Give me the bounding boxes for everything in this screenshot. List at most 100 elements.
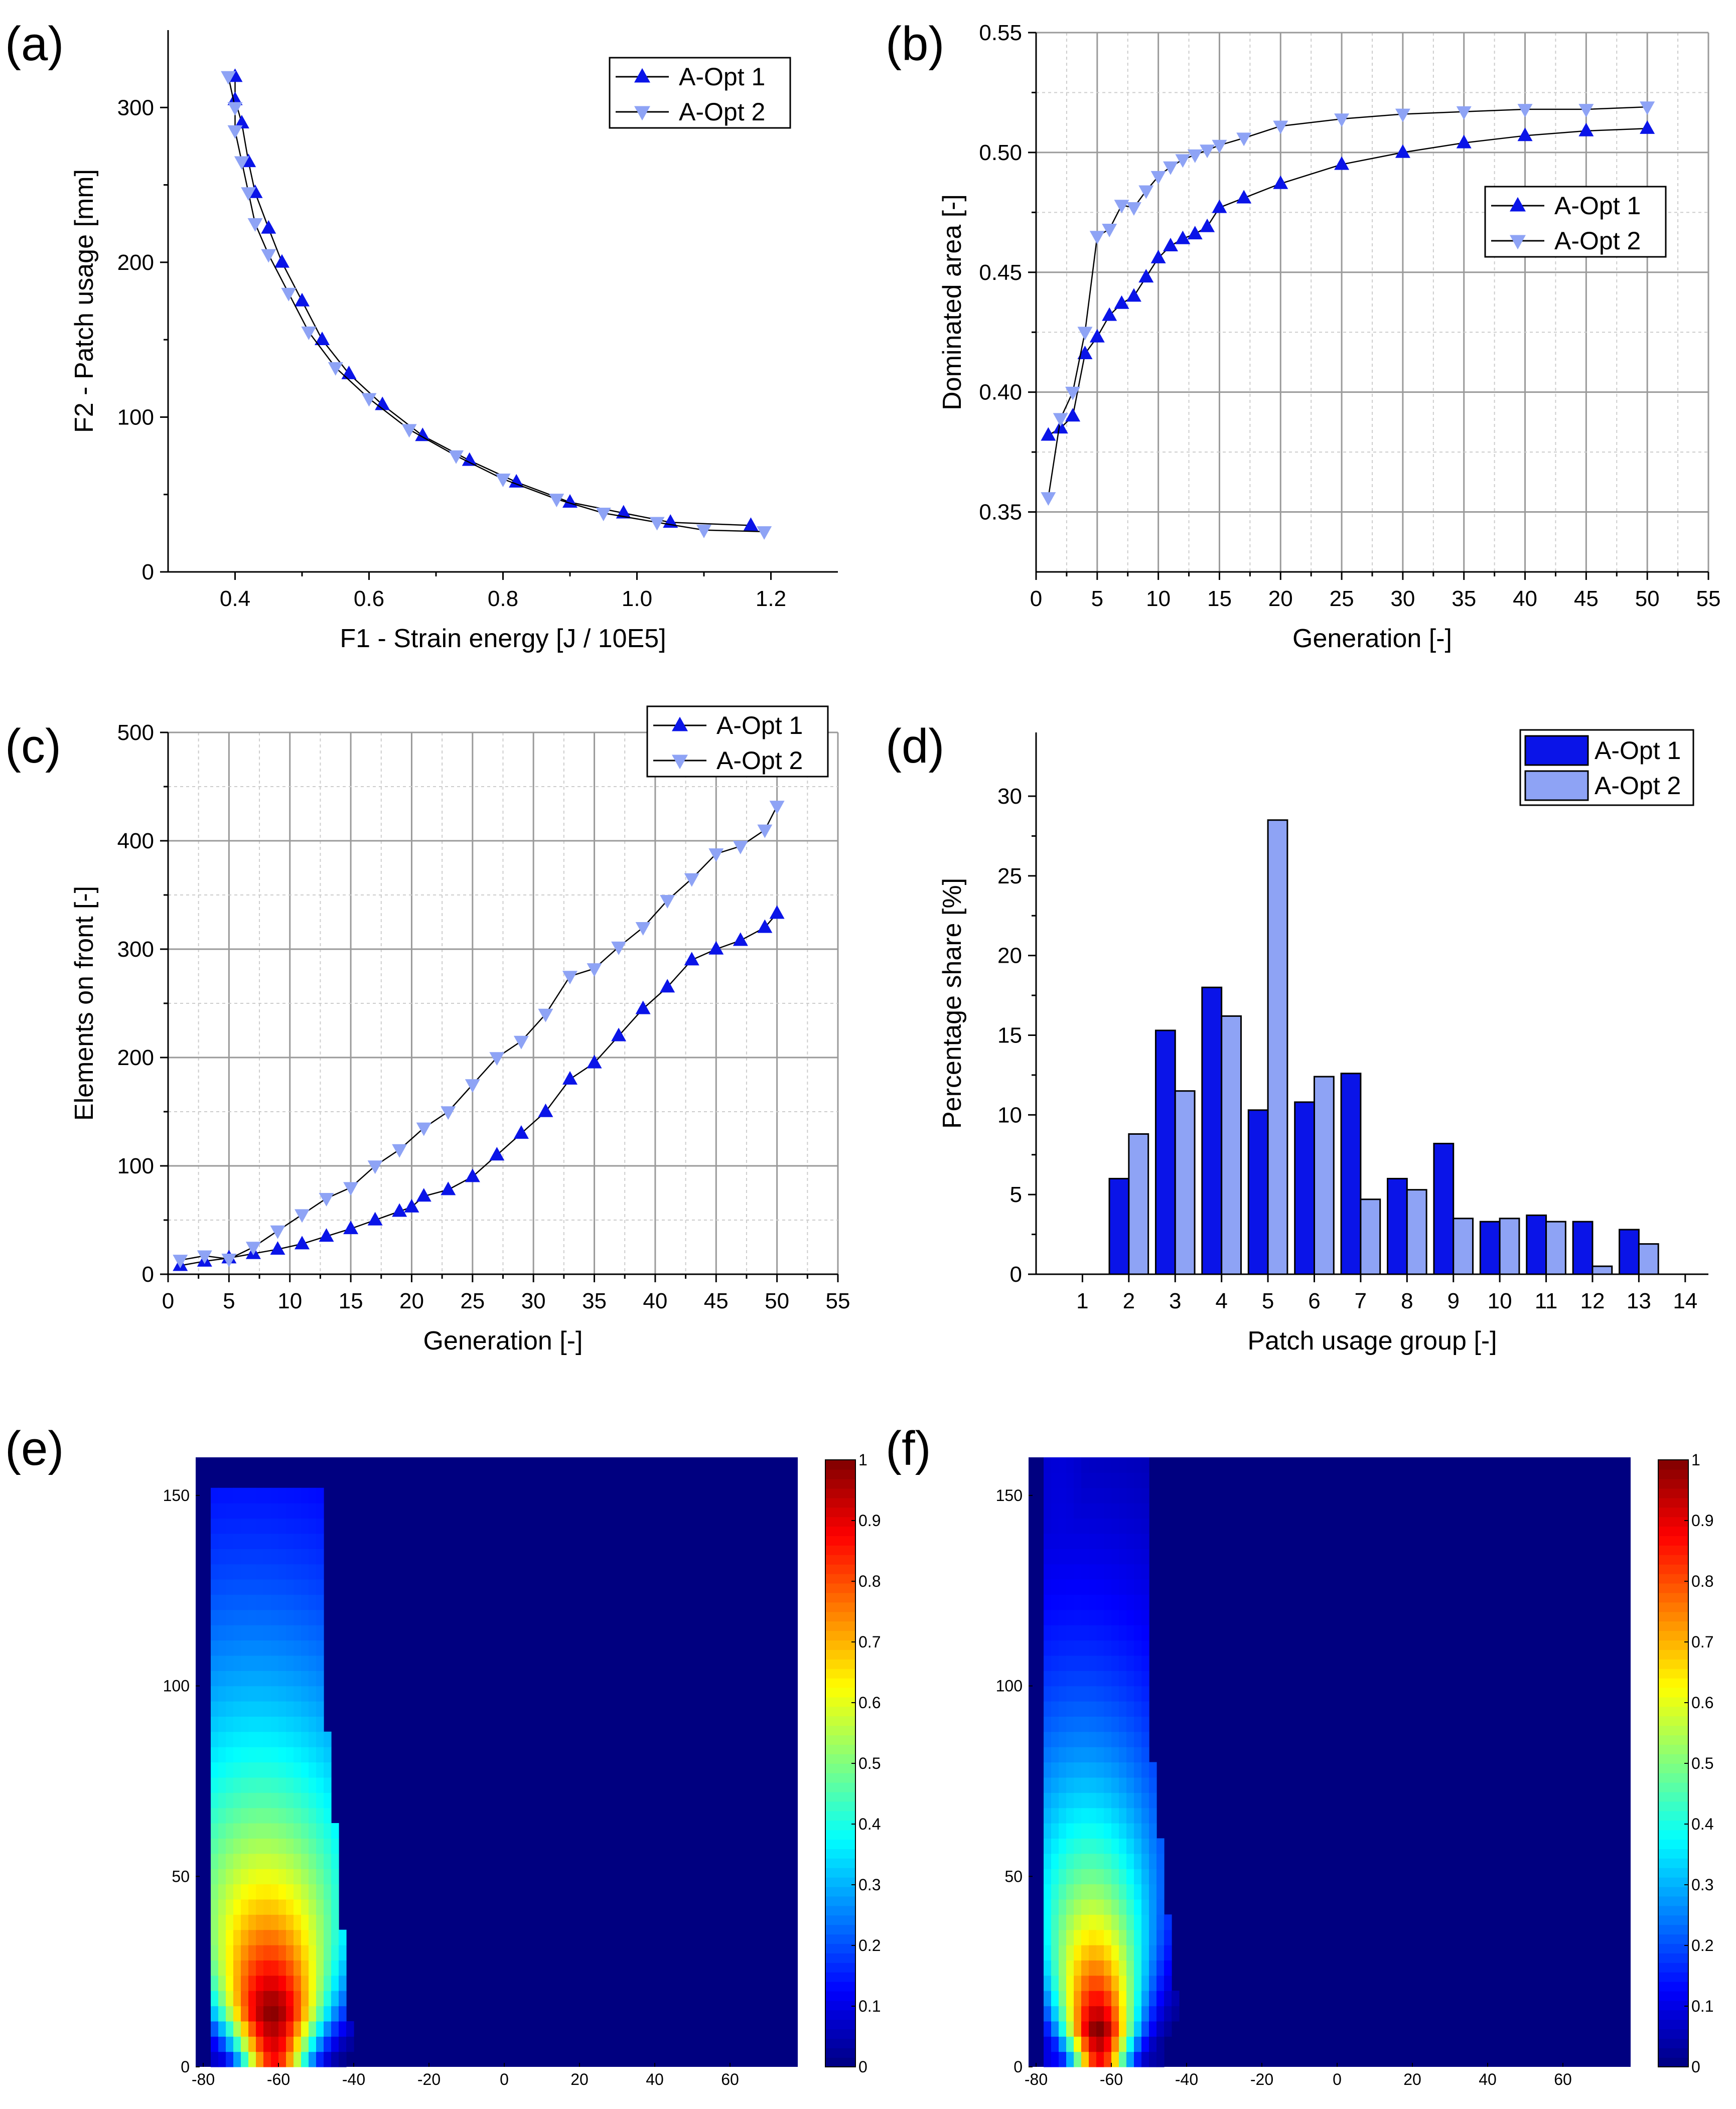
heatmap-cell (241, 1564, 249, 1580)
colorbar-label: 0.9 (1691, 1512, 1713, 1530)
heatmap-cell (309, 1975, 317, 1991)
heatmap-cell (1089, 1731, 1097, 1747)
heatmap-cell (1044, 1945, 1052, 1961)
heatmap-cell (1044, 1609, 1052, 1625)
heatmap-cell (324, 1960, 332, 1976)
heatmap-cell (1074, 1945, 1082, 1961)
heatmap-cell (301, 1671, 309, 1687)
colorbar-segment (825, 1630, 855, 1641)
heatmap-cell (1149, 1807, 1157, 1824)
heatmap-cell (1096, 2006, 1104, 2022)
data-point-1 (1334, 156, 1350, 170)
heatmap-cell (271, 1792, 279, 1809)
heatmap-cell (1096, 1945, 1104, 1961)
colorbar-label: 0 (1691, 2058, 1700, 2076)
colorbar-segment (825, 1896, 855, 1906)
heatmap-cell (1051, 1838, 1059, 1854)
bar-opt1 (1479, 1221, 1501, 1275)
heatmap-cell (218, 1716, 226, 1732)
heatmap-cell (1126, 1899, 1134, 1915)
y-tick-label: 20 (997, 944, 1022, 968)
heatmap-cell (1059, 1777, 1067, 1793)
heatmap-cell (309, 1914, 317, 1930)
heatmap-cell (1051, 1869, 1059, 1885)
heatmap-cell (1111, 1823, 1119, 1839)
heatmap-cell (241, 1609, 249, 1625)
bar-opt2 (1453, 1218, 1474, 1275)
colorbar-segment (825, 1536, 855, 1546)
data-point-1 (404, 1198, 419, 1213)
heatmap-cell (1096, 2021, 1104, 2037)
heatmap-cell (1081, 1884, 1089, 1900)
heatmap-cell (1126, 1472, 1134, 1488)
heatmap-cell (1059, 1960, 1067, 1976)
heatmap-cell (1126, 1518, 1134, 1534)
heatmap-cell (1089, 1487, 1097, 1503)
data-point-1 (416, 1188, 431, 1202)
colorbar-segment (1658, 1991, 1688, 2001)
heatmap-cell (1134, 1807, 1142, 1824)
heatmap-cell (1096, 1671, 1104, 1687)
heatmap-cell (263, 1792, 271, 1809)
heatmap-cell (1089, 1594, 1097, 1610)
heatmap-cell (1149, 1838, 1157, 1854)
heatmap-cell (256, 1686, 264, 1702)
heatmap-cell (324, 1747, 332, 1763)
x-tick-label: 55 (1696, 586, 1721, 611)
heatmap-cell (1074, 1747, 1082, 1763)
colorbar-segment (1658, 1497, 1688, 1508)
heatmap-cell (1126, 1807, 1134, 1824)
heatmap-cell (226, 1823, 234, 1839)
colorbar-segment (1658, 1867, 1688, 1878)
heatmap-cell (1149, 1899, 1157, 1915)
heatmap-cell (1081, 1777, 1089, 1793)
heatmap-cell (256, 1807, 264, 1824)
heatmap-cell (339, 1991, 347, 2007)
colorbar-segment (825, 1526, 855, 1537)
data-point-2 (757, 526, 772, 540)
heatmap-cell (294, 1564, 302, 1580)
heatmap-cell (1051, 1609, 1059, 1625)
heatmap-cell (211, 1777, 219, 1793)
heatmap-cell (1066, 1655, 1074, 1671)
heatmap-cell (233, 1762, 241, 1778)
heatmap-cell (294, 1869, 302, 1885)
heatmap-cell (1051, 1686, 1059, 1702)
bar-opt2 (1406, 1189, 1427, 1275)
heatmap-cell (1149, 2006, 1157, 2022)
heatmap-cell (301, 1914, 309, 1930)
heatmap-cell (1111, 1671, 1119, 1687)
heatmap-cell (211, 2006, 219, 2022)
heatmap-cell (1111, 1487, 1119, 1503)
colorbar-segment (825, 1678, 855, 1688)
x-tick-label: 0 (1333, 2070, 1342, 2088)
heatmap-cell (1119, 1823, 1127, 1839)
heatmap-cell (301, 2021, 309, 2037)
y-tick-label: 200 (117, 250, 154, 275)
heatmap-cell (1089, 1975, 1097, 1991)
heatmap-cell (1089, 1457, 1097, 1473)
colorbar-segment (1658, 1772, 1688, 1783)
heatmap-cell (278, 1564, 286, 1580)
heatmap-cell (1089, 1625, 1097, 1641)
heatmap-cell (226, 1564, 234, 1580)
heatmap-cell (248, 1655, 256, 1671)
heatmap-cell (1051, 1899, 1059, 1915)
heatmap-cell (309, 1747, 317, 1763)
data-point-2 (635, 922, 651, 936)
heatmap-cell (1051, 1655, 1059, 1671)
data-point-1 (270, 1241, 285, 1255)
colorbar-segment (825, 1867, 855, 1878)
heatmap-cell (233, 2006, 241, 2022)
data-point-1 (1089, 329, 1105, 343)
heatmap-cell (241, 1503, 249, 1519)
heatmap-cell (316, 1503, 324, 1519)
heatmap-cell (241, 1853, 249, 1869)
heatmap-cell (1126, 1716, 1134, 1732)
heatmap-cell (1119, 1914, 1127, 1930)
heatmap-cell (309, 1564, 317, 1580)
colorbar-segment (1658, 1716, 1688, 1726)
heatmap-cell (1141, 2036, 1149, 2052)
heatmap-cell (1119, 2051, 1127, 2067)
heatmap-cell (263, 2051, 271, 2067)
